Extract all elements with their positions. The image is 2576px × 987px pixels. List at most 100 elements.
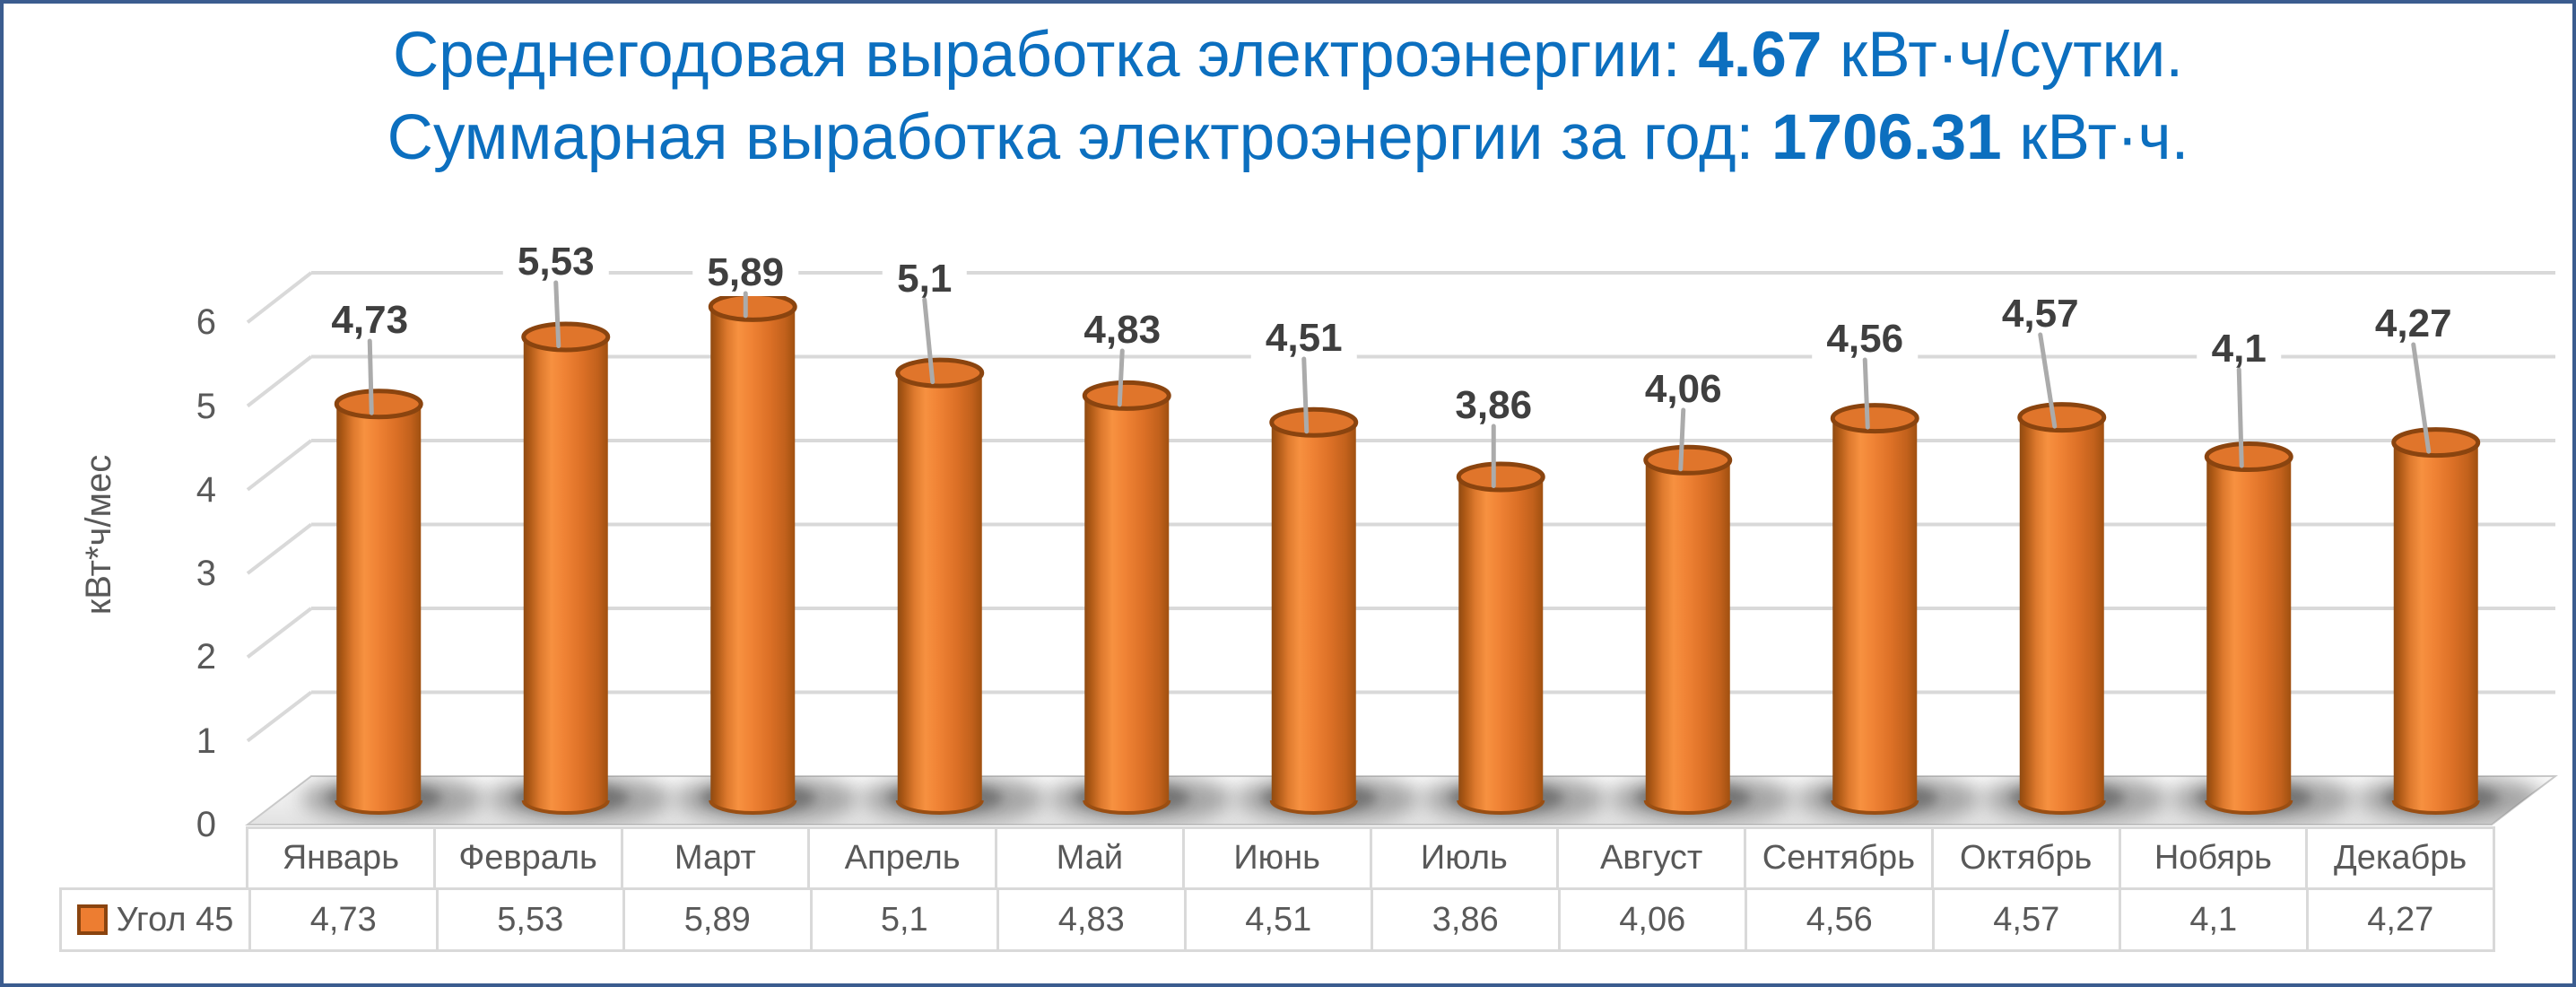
bar-cylinder — [2017, 402, 2107, 815]
bar-top — [708, 291, 797, 322]
month-header-cell: Апрель — [810, 829, 995, 887]
data-label-bg — [2197, 324, 2282, 372]
bar-top — [2204, 441, 2293, 473]
bar-top — [2017, 402, 2107, 433]
bar-bottom-rim — [2391, 799, 2480, 815]
data-label: 4,06 — [1645, 367, 1722, 411]
value-cell: 4,1 — [2121, 890, 2306, 949]
plot-area: 4,73 5,53 5,89 5,1 4,83 4,51 3,86 4,06 4,56 4,57 4… — [245, 237, 2558, 825]
value-cell: 5,1 — [812, 890, 996, 949]
data-label-leader-line — [922, 297, 936, 385]
bar-body — [523, 336, 608, 813]
bar-bottom-rim — [521, 799, 610, 815]
bar-bottom-rim — [1269, 799, 1358, 815]
bar-cylinder — [1643, 444, 1733, 815]
bar-body — [1645, 459, 1730, 813]
data-label-bg — [1069, 305, 1176, 354]
data-label-bg — [692, 248, 799, 296]
data-label: 4,51 — [1266, 316, 1343, 360]
month-header-cell: Май — [997, 829, 1182, 887]
y-tick-label: 0 — [196, 805, 216, 844]
bar-body — [1832, 418, 1918, 813]
bar-cylinder — [895, 357, 985, 815]
bar-bottom-rim — [1457, 799, 1545, 815]
table-values-row: Угол 45 4,73 5,53 5,89 5,1 4,83 4,51 3,86 4,06 4… — [59, 887, 2495, 952]
year-total-value: 1706.31 — [1771, 102, 2002, 173]
bar-bottom-rim — [335, 799, 423, 815]
data-label: 4,56 — [1826, 317, 1903, 361]
data-label: 5,89 — [707, 250, 784, 294]
bar-top — [1830, 403, 1919, 434]
month-header-cell: Декабрь — [2308, 829, 2493, 887]
value-cell: 4,83 — [999, 890, 1184, 949]
data-label: 5,53 — [518, 240, 595, 284]
value-cell: 5,53 — [438, 890, 622, 949]
chart-title: Среднегодовая выработка электроэнергии: … — [4, 14, 2572, 179]
bar-bottom-rim — [1831, 799, 1919, 815]
bar-cylinder — [1269, 406, 1359, 815]
bar-cylinder — [2204, 441, 2293, 815]
bar-top — [521, 321, 611, 353]
data-label-leader-line — [1301, 356, 1310, 434]
bar-bottom-rim — [2205, 799, 2293, 815]
month-header-cell: Нобярь — [2120, 829, 2306, 887]
bar-top — [2391, 427, 2481, 459]
data-label: 4,1 — [2212, 327, 2267, 371]
value-cell: 4,73 — [251, 890, 436, 949]
table-month-header-row: Январь Февраль Март Апрель Май Июнь Июль Август… — [246, 826, 2495, 890]
value-cell: 4,06 — [1560, 890, 1745, 949]
data-label-bg — [1440, 380, 1547, 429]
bar-top — [1456, 461, 1545, 493]
bar-body — [336, 404, 422, 813]
data-label-bg — [2360, 299, 2467, 347]
avg-daily-value: 4.67 — [1698, 20, 1823, 91]
data-label: 4,57 — [2002, 292, 2079, 336]
y-tick-label: 1 — [196, 721, 216, 761]
value-cell: 4,51 — [1186, 890, 1371, 949]
data-label-leader-line — [2411, 342, 2432, 454]
bar-body — [1084, 395, 1170, 813]
title-line-1: Среднегодовая выработка электроэнергии: … — [392, 20, 2184, 91]
bar-body — [1271, 422, 1356, 813]
value-cell: 4,57 — [1934, 890, 2119, 949]
bar-cylinder — [1830, 403, 1919, 815]
legend-cell: Угол 45 — [62, 890, 248, 949]
data-label: 3,86 — [1455, 383, 1532, 427]
gridline-slant — [246, 439, 313, 492]
gridline-slant — [246, 607, 313, 659]
bar-body — [2206, 457, 2292, 813]
y-tick-label: 3 — [196, 554, 216, 594]
data-label-bg — [502, 237, 609, 285]
gridline-slant — [246, 522, 313, 575]
bar-top — [895, 357, 985, 389]
value-cell: 4,56 — [1747, 890, 1932, 949]
y-tick-label: 2 — [196, 637, 216, 677]
bar-top — [1082, 380, 1171, 411]
data-label-bg — [1987, 289, 2093, 337]
bar-cylinder — [1456, 461, 1545, 815]
bar-body — [897, 372, 982, 813]
bar-bottom-rim — [1643, 799, 1732, 815]
bar-bottom-rim — [1083, 799, 1171, 815]
data-label-bg — [1250, 313, 1357, 362]
data-label-bg — [317, 295, 423, 344]
bar-top — [334, 389, 423, 420]
month-header-cell: Август — [1559, 829, 1744, 887]
y-tick-label: 4 — [196, 469, 216, 510]
value-cell: 5,89 — [625, 890, 810, 949]
bar-bottom-rim — [2017, 799, 2106, 815]
y-tick-label: 5 — [196, 386, 216, 426]
month-header-cell: Март — [622, 829, 808, 887]
data-label: 4,73 — [331, 298, 408, 342]
month-header-cell: Октябрь — [1933, 829, 2119, 887]
month-header-cell: Сентябрь — [1746, 829, 1931, 887]
data-label: 4,27 — [2375, 301, 2452, 345]
month-header-cell: Январь — [248, 829, 433, 887]
data-label-bg — [882, 254, 967, 302]
data-label-bg — [1630, 364, 1736, 413]
data-label: 4,83 — [1083, 308, 1161, 352]
bar-body — [2393, 442, 2478, 813]
data-label: 5,1 — [897, 257, 952, 301]
data-label-leader-line — [553, 280, 561, 348]
